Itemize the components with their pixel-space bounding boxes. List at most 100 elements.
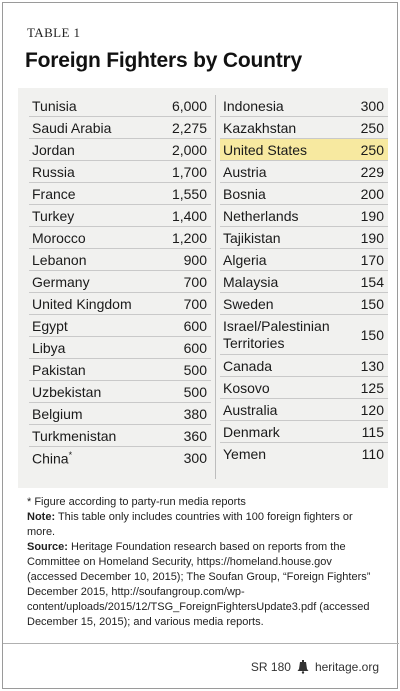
fighter-count: 125 [360,379,384,396]
country-name: Saudi Arabia [32,119,112,136]
footer: SR 180 heritage.org [251,660,379,674]
fighter-count: 700 [183,295,207,312]
table-label: TABLE 1 [27,25,81,40]
fighter-count: 154 [360,273,384,290]
report-id: SR 180 [250,660,291,674]
fighter-count: 190 [360,207,384,224]
site-link[interactable]: heritage.org [314,660,379,674]
fighter-count: 2,000 [171,141,207,158]
table-row: Canada 130 [220,355,388,377]
country-name: Pakistan [32,361,86,378]
fighter-count: 1,200 [171,229,207,246]
country-name: Turkmenistan [32,427,117,444]
country-name: Malaysia [223,273,279,290]
country-name: France [32,185,76,202]
table-row: China* 300 [29,447,211,469]
country-name: Libya [32,339,66,356]
table-row: Malaysia 154 [220,271,388,293]
fighter-count: 130 [360,357,384,374]
table-row: Morocco 1,200 [29,227,211,249]
country-name: Egypt [32,317,68,334]
table-row-highlighted: United States 250 [220,139,388,161]
country-name: United Kingdom [32,295,132,312]
liberty-bell-icon [297,660,309,674]
table-row: Russia 1,700 [29,161,211,183]
column-divider [215,95,216,479]
fighter-count: 6,000 [171,97,207,114]
fighter-count: 300 [360,97,384,114]
country-name: Tajikistan [223,229,281,246]
table-row: Tunisia 6,000 [29,95,211,117]
country-name: Netherlands [223,207,299,224]
notes-section: * Figure according to party-run media re… [27,495,382,630]
table-row: Denmark 115 [220,421,388,443]
table-row: Sweden 150 [220,293,388,315]
table-row: Egypt 600 [29,315,211,337]
fighter-count: 380 [183,405,207,422]
fighter-count: 600 [183,339,207,356]
table-row: Israel/Palestinian Territories 150 [220,315,388,355]
country-name: Bosnia [223,185,266,202]
table-right-column: Indonesia 300 Kazakhstan 250 United States 25… [220,95,388,465]
table-row: Tajikistan 190 [220,227,388,249]
country-name: Uzbekistan [32,383,102,400]
country-name: Kazakhstan [223,119,297,136]
table-row: Algeria 170 [220,249,388,271]
table-row: Belgium 380 [29,403,211,425]
table-row: Uzbekistan 500 [29,381,211,403]
table-row: Pakistan 500 [29,359,211,381]
note-paragraph: Note: This table only includes countries… [27,510,382,540]
footnote-mark: * [68,449,73,460]
note-label: Note: [27,511,56,523]
source-text: Heritage Foundation research based on re… [27,541,371,628]
page-title: Foreign Fighters by Country [25,49,302,72]
fighter-count: 250 [360,119,384,136]
footer-divider [3,643,399,644]
table-row: Libya 600 [29,337,211,359]
table-row: France 1,550 [29,183,211,205]
country-name: Morocco [32,229,86,246]
table-row: Lebanon 900 [29,249,211,271]
country-name: Russia [32,163,75,180]
source-paragraph: Source: Heritage Foundation research bas… [27,540,382,630]
fighter-count: 150 [360,326,384,343]
country-name: Sweden [223,295,274,312]
fighter-count: 250 [360,141,384,158]
country-name: Austria [223,163,267,180]
country-name: Tunisia [32,97,77,114]
fighter-count: 120 [360,401,384,418]
fighter-count: 1,400 [171,207,207,224]
table-row: Germany 700 [29,271,211,293]
table-row: Yemen 110 [220,443,388,465]
table-row: United Kingdom 700 [29,293,211,315]
footnote-text: * Figure according to party-run media re… [27,496,246,508]
fighter-count: 229 [360,163,384,180]
country-name: Belgium [32,405,83,422]
fighter-count: 200 [360,185,384,202]
table-row: Netherlands 190 [220,205,388,227]
fighter-count: 600 [183,317,207,334]
country-name: Israel/Palestinian Territories [223,317,330,351]
source-label: Source: [27,541,68,553]
fighter-count: 150 [360,295,384,312]
fighter-count: 300 [183,450,207,466]
note-text: This table only includes countries with … [27,511,353,538]
fighter-count: 900 [183,251,207,268]
fighter-count: 1,700 [171,163,207,180]
fighter-count: 500 [183,383,207,400]
country-name: Kosovo [223,379,270,396]
table-row: Turkey 1,400 [29,205,211,227]
country-name: Canada [223,357,273,374]
country-name: Algeria [223,251,267,268]
country-name: Australia [223,401,278,418]
country-name: Turkey [32,207,75,224]
table-row: Australia 120 [220,399,388,421]
country-name: China* [32,449,73,467]
country-name: Denmark [223,423,280,440]
table-row: Austria 229 [220,161,388,183]
country-name: Yemen [223,446,267,462]
table-row: Turkmenistan 360 [29,425,211,447]
table-left-column: Tunisia 6,000 Saudi Arabia 2,275 Jordan 2,000… [29,95,211,469]
table-row: Kazakhstan 250 [220,117,388,139]
fighter-count: 110 [361,446,384,462]
